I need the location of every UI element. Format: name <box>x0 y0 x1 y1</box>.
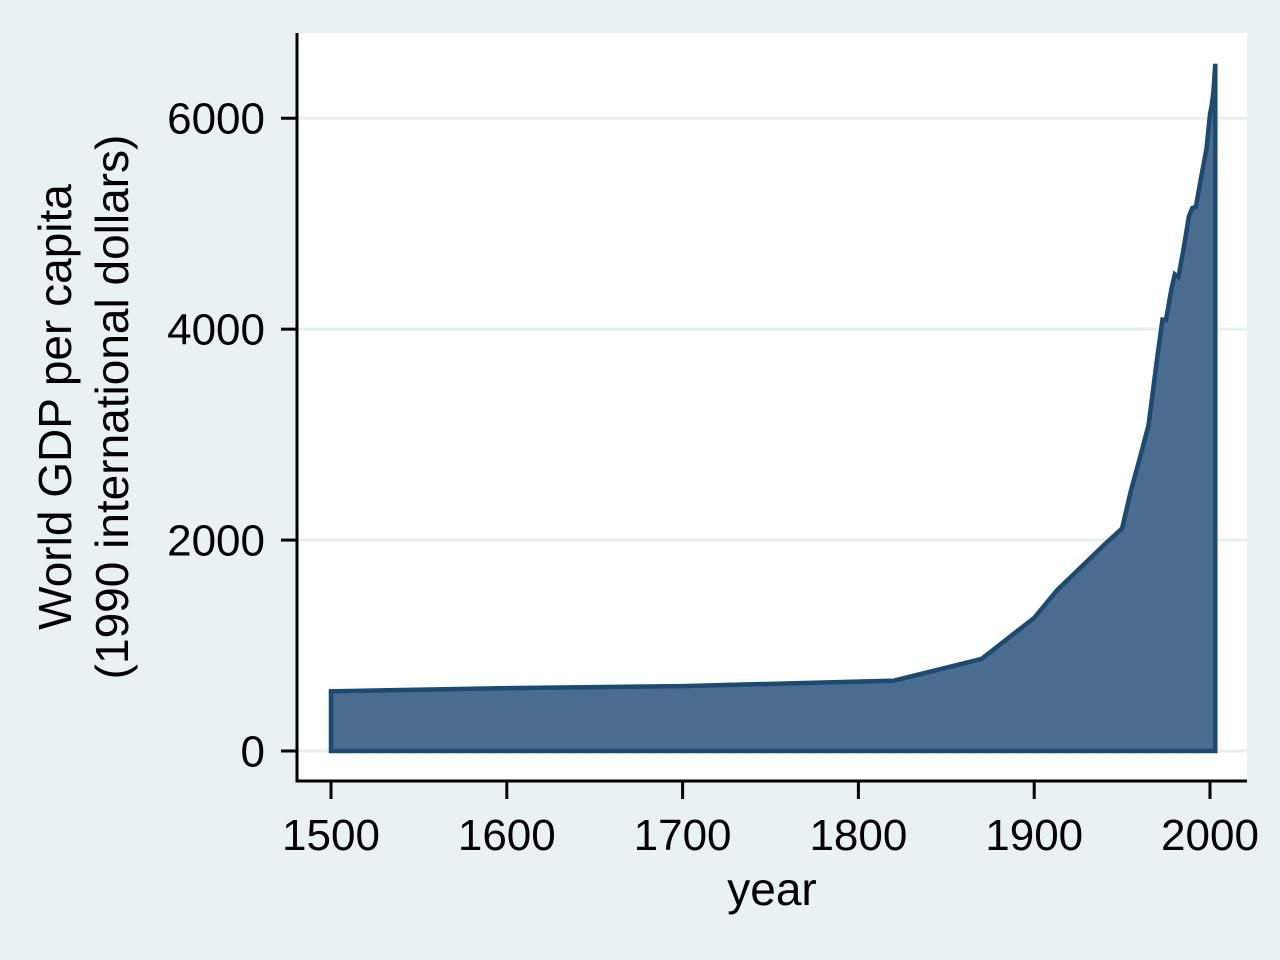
x-axis-title: year <box>727 863 817 915</box>
x-tick-label: 1700 <box>634 811 732 860</box>
y-tick-label: 4000 <box>167 306 265 355</box>
y-axis-title: World GDP per capita (1990 international… <box>27 135 141 680</box>
y-tick-label: 2000 <box>167 517 265 566</box>
gdp-area-series <box>328 63 1218 754</box>
y-axis-title-line2: (1990 international dollars) <box>86 134 138 680</box>
x-tick-label: 1900 <box>985 811 1083 860</box>
y-tick-label: 0 <box>241 728 265 777</box>
x-tick-label: 2000 <box>1161 811 1259 860</box>
x-tick-label: 1800 <box>809 811 907 860</box>
x-tick-label: 1500 <box>282 811 380 860</box>
x-tick-label: 1600 <box>458 811 556 860</box>
y-axis-title-line1: World GDP per capita <box>29 184 81 630</box>
y-tick-label: 6000 <box>167 95 265 144</box>
